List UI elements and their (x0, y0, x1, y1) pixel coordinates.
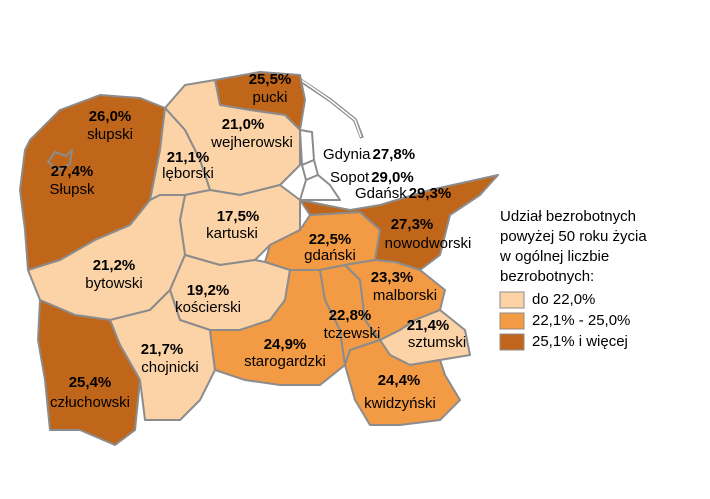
legend-title: bezrobotnych: (500, 268, 594, 285)
legend-title: w ogólnej liczbie (499, 248, 609, 265)
value-label: 24,4% (378, 372, 421, 389)
region-name: pucki (252, 89, 287, 106)
city-name: Sopot (330, 169, 370, 186)
value-label: 21,0% (222, 116, 265, 133)
city (299, 174, 341, 201)
region-name: starogardzki (244, 353, 326, 370)
value-label: 22,8% (329, 307, 372, 324)
value-label: 21,7% (141, 341, 184, 358)
city-label: Gdynia 27,8% (323, 146, 415, 163)
region-name: kartuski (206, 225, 258, 242)
region (37, 299, 141, 446)
city-label: Sopot 29,0% (330, 169, 414, 186)
region-name: kwidzyński (364, 395, 436, 412)
value-label: 27,4% (51, 163, 94, 180)
value-label: 29,3% (409, 185, 452, 202)
legend-swatch (499, 333, 525, 351)
legend-title: Udział bezrobotnych (500, 208, 636, 225)
legend-label: do 22,0% (532, 291, 595, 308)
region (344, 339, 461, 426)
region-name: lęborski (162, 165, 214, 182)
value-label: 19,2% (187, 282, 230, 299)
region-name: sztumski (408, 334, 466, 351)
region-name: chojnicki (141, 359, 199, 376)
value-label: 25,4% (69, 374, 112, 391)
region-name: bytowski (85, 275, 143, 292)
legend-title: powyżej 50 roku życia (500, 228, 647, 245)
region-name: wejherowski (210, 134, 293, 151)
value-label: 21,1% (167, 149, 210, 166)
region-name: słupski (87, 126, 133, 143)
legend-swatch (499, 312, 525, 330)
region-name: nowodworski (385, 235, 472, 252)
value-label: 29,0% (371, 169, 414, 186)
region-name: Słupsk (49, 181, 95, 198)
peninsula (300, 79, 362, 138)
value-label: 27,3% (391, 216, 434, 233)
region-name: kościerski (175, 299, 241, 316)
city-name: Gdańsk (355, 185, 407, 202)
value-label: 24,9% (264, 336, 307, 353)
value-label: 27,8% (373, 146, 416, 163)
region-name: tczewski (324, 325, 381, 342)
value-label: 21,2% (93, 257, 136, 274)
region-name: gdański (304, 247, 356, 264)
value-label: 22,5% (309, 231, 352, 248)
legend-label: 22,1% - 25,0% (532, 312, 630, 329)
city (299, 129, 315, 166)
value-label: 21,4% (407, 317, 450, 334)
value-label: 23,3% (371, 269, 414, 286)
legend-swatch (499, 291, 525, 309)
city-name: Gdynia (323, 146, 371, 163)
value-label: 26,0% (89, 108, 132, 125)
region-name: człuchowski (50, 394, 130, 411)
city-label: Gdańsk 29,3% (355, 185, 451, 202)
legend-label: 25,1% i więcej (532, 333, 628, 350)
region (47, 149, 73, 171)
value-label: 25,5% (249, 71, 292, 88)
region (299, 174, 499, 271)
region-name: malborski (373, 287, 437, 304)
peninsula (298, 78, 364, 139)
value-label: 17,5% (217, 208, 260, 225)
